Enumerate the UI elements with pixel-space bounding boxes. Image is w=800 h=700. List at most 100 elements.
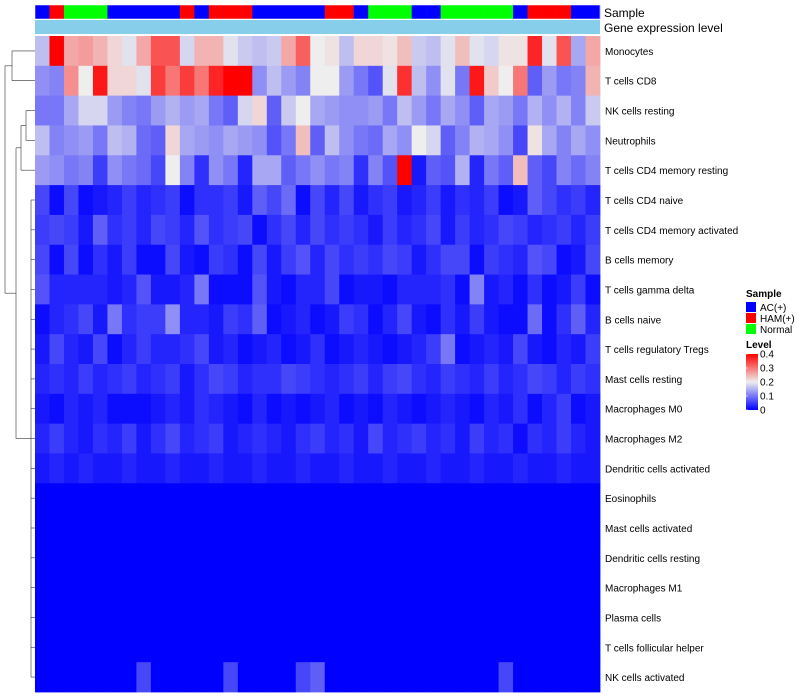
heatmap-cell [469,274,485,305]
heatmap-cell [266,304,282,335]
heatmap-cell [484,334,499,365]
heatmap-cell [281,542,297,574]
heatmap-cell [63,274,79,305]
heatmap-cell [295,662,311,693]
row-label: T cells gamma delta [605,285,695,296]
heatmap-cell [324,155,340,186]
heatmap-cell [455,513,471,544]
heatmap-cell [353,423,369,454]
heatmap-cell [223,632,239,663]
heatmap-cell [252,95,268,126]
heatmap-cell [150,542,166,574]
heatmap-cell [368,95,384,126]
heatmap-cell [310,36,326,67]
heatmap-cell [368,632,384,663]
heatmap-cell [542,572,557,603]
heatmap-cell [527,662,543,693]
heatmap-cell [35,244,50,275]
heatmap-cell [136,244,152,275]
heatmap-cell [513,155,528,186]
heatmap-cell [542,602,557,633]
heatmap-cell [498,393,514,425]
heatmap-cell [107,453,123,484]
heatmap-cell [498,36,514,67]
row-label: Macrophages M1 [605,584,683,595]
heatmap-cell [469,155,485,186]
heatmap-cell [136,542,152,574]
heatmap-cell [571,274,586,305]
heatmap-cell [237,632,253,663]
sample-annotation-cell [382,5,398,19]
row-label: Mast cells activated [605,524,692,535]
heatmap-cell [136,274,152,305]
heatmap-cell [136,662,152,693]
heatmap-cell [455,483,471,514]
heatmap-cell [368,36,384,67]
heatmap-cell [455,244,471,275]
heatmap-cell [136,483,152,514]
heatmap-cell [165,65,181,97]
heatmap-cell [150,155,166,186]
sample-annotation-cell [469,5,485,19]
heatmap-cell [556,214,572,246]
heatmap-cell [150,662,166,693]
heatmap-cell [397,662,413,693]
heatmap-cell [179,542,195,574]
heatmap-cell [527,65,543,97]
heatmap-cell [49,572,65,603]
heatmap-cell [426,36,442,67]
legend-swatch [746,324,756,334]
heatmap-cell [556,542,572,574]
heatmap-cell [237,274,253,305]
heatmap-cell [165,36,181,67]
heatmap-cell [571,453,586,484]
heatmap-cell [194,602,210,633]
legend-level-ticks: 0.4 0.3 0.2 0.1 0 [746,350,774,417]
heatmap-cell [165,214,181,246]
heatmap-cell [107,125,123,156]
heatmap-cell [136,334,152,365]
heatmap-cell [310,125,326,156]
heatmap-cell [368,483,384,514]
heatmap-cell [295,334,311,365]
heatmap-cell [165,632,181,663]
heatmap-cell [179,244,195,275]
heatmap-cell [585,453,601,484]
heatmap-cell [107,364,123,395]
heatmap-cell [527,334,543,365]
heatmap-cell [585,364,601,395]
heatmap-cell [78,453,94,484]
heatmap-cell [411,423,427,454]
row-dendrogram [4,50,35,678]
heatmap-cell [397,244,413,275]
sample-annotation-cell [136,5,152,19]
heatmap-cell [426,364,442,395]
heatmap-cell [35,274,50,305]
gene-expression-annotation-bar [35,20,600,34]
heatmap-cell [513,36,528,67]
heatmap-cell [455,393,471,425]
heatmap-cell [252,513,268,544]
heatmap-cell [585,125,601,156]
heatmap-cell [63,36,79,67]
heatmap-cell [237,304,253,335]
heatmap-cell [266,364,282,395]
heatmap-cell [368,453,384,484]
heatmap-cell [455,662,471,693]
heatmap-cell [411,453,427,484]
heatmap-cell [295,36,311,67]
sample-annotation-cell [179,5,195,19]
heatmap-cell [92,274,108,305]
heatmap-cell [368,155,384,186]
heatmap-cell [165,185,181,216]
heatmap-cell [426,453,442,484]
heatmap-cell [585,393,601,425]
heatmap-cell [571,155,586,186]
heatmap-cell [266,244,282,275]
heatmap-cell [513,513,528,544]
heatmap-cell [339,662,355,693]
heatmap-cell [194,393,210,425]
heatmap-cell [179,572,195,603]
heatmap-cell [194,95,210,126]
